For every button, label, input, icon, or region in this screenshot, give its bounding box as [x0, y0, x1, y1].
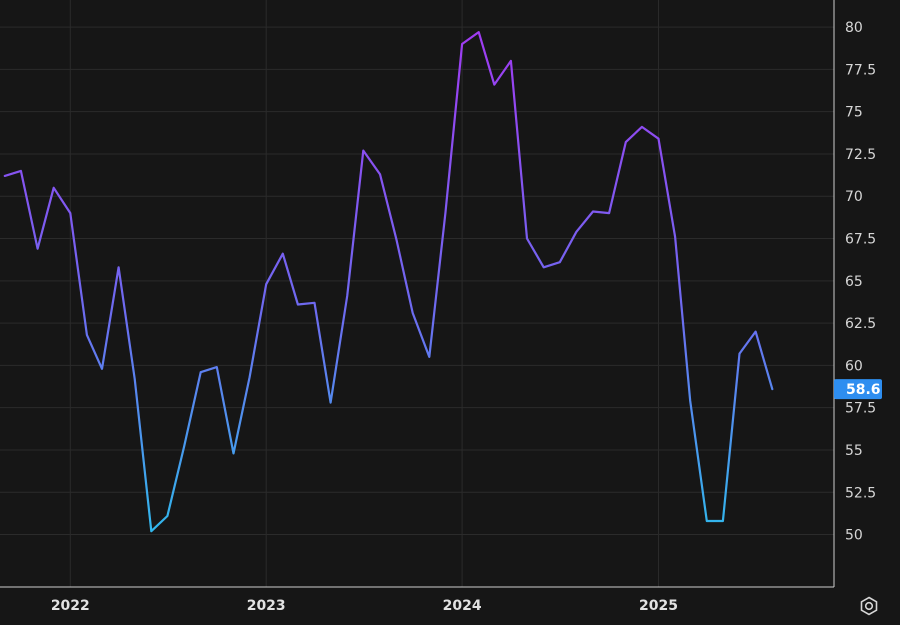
y-axis-tick-labels: 50 52.5 55 57.5 60 62.5 65 67.5 70 72.5 75 77.5 80: [845, 20, 876, 543]
y-tick-label: 75: [845, 105, 863, 121]
y-tick-label: 67.5: [845, 232, 876, 248]
y-tick-label: 72.5: [845, 147, 876, 163]
gear-icon: [860, 596, 878, 616]
y-tick-label: 65: [845, 274, 863, 290]
chart-settings-button[interactable]: [854, 592, 884, 620]
last-value-label: 58.6: [846, 382, 881, 398]
y-tick-label: 62.5: [845, 316, 876, 332]
y-tick-label: 70: [845, 189, 863, 205]
y-tick-label: 57.5: [845, 401, 876, 417]
y-tick-label: 80: [845, 20, 863, 36]
x-tick-label: 2025: [639, 598, 678, 614]
grid-lines: [0, 0, 834, 587]
y-tick-label: 50: [845, 528, 863, 544]
x-axis-tick-labels: 2022 2023 2024 2025: [51, 598, 678, 614]
axes: [0, 0, 835, 588]
y-tick-label: 52.5: [845, 485, 876, 501]
last-value-badge-background: [834, 379, 882, 400]
y-tick-label: 55: [845, 443, 863, 459]
series-line: [3, 31, 774, 533]
y-tick-label: 60: [845, 358, 863, 374]
last-value-badge: 58.6: [834, 379, 882, 400]
y-tick-label: 77.5: [845, 62, 876, 78]
x-tick-label: 2024: [443, 598, 482, 614]
x-tick-label: 2022: [51, 598, 90, 614]
x-tick-label: 2023: [247, 598, 286, 614]
